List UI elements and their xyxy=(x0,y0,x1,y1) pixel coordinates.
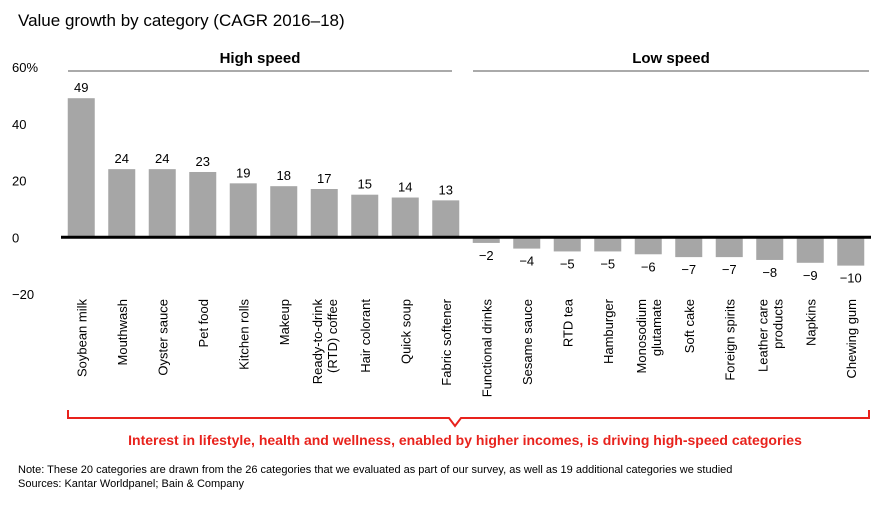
data-label: −2 xyxy=(479,248,494,263)
data-label: −9 xyxy=(803,268,818,283)
bar xyxy=(634,237,662,255)
x-tick-label: Quick soup xyxy=(398,299,413,364)
bar xyxy=(715,237,743,258)
x-tick-label: Leather careproducts xyxy=(755,299,785,372)
bar xyxy=(756,237,784,260)
bar xyxy=(189,171,217,238)
x-tick-label: RTD tea xyxy=(560,298,575,347)
x-tick-label: Monosodiumglutamate xyxy=(634,299,664,373)
data-label: −6 xyxy=(641,259,656,274)
bar xyxy=(108,169,136,238)
data-label: 49 xyxy=(74,80,88,95)
x-tick-label: Sesame sauce xyxy=(520,299,535,385)
sources: Sources: Kantar Worldpanel; Bain & Compa… xyxy=(18,478,245,490)
data-label: 13 xyxy=(439,182,453,197)
data-label: 17 xyxy=(317,171,331,186)
x-tick-label: Soft cake xyxy=(682,299,697,353)
chart-title: Value growth by category (CAGR 2016–18) xyxy=(18,11,345,30)
data-label: −7 xyxy=(722,262,737,277)
bar xyxy=(513,237,541,249)
data-label: −5 xyxy=(560,256,575,271)
x-tick-label: Makeup xyxy=(277,299,292,345)
y-tick-label: 40 xyxy=(12,117,26,132)
x-tick-label: Hair colorant xyxy=(358,299,373,373)
annotation: Interest in lifestyle, health and wellne… xyxy=(128,432,802,448)
bar xyxy=(229,183,257,238)
x-tick-label: Functional drinks xyxy=(479,299,494,398)
data-label: 24 xyxy=(115,151,129,166)
x-tick-label: Napkins xyxy=(803,299,818,346)
data-label: −8 xyxy=(762,265,777,280)
bar xyxy=(391,197,419,238)
bracket xyxy=(67,410,870,428)
x-tick-label: Foreign spirits xyxy=(722,299,737,381)
data-label: −4 xyxy=(519,254,534,269)
data-label: −10 xyxy=(840,271,862,286)
x-tick-label: Ready-to-drink(RTD) coffee xyxy=(310,299,340,385)
data-label: 24 xyxy=(155,151,169,166)
data-label: −5 xyxy=(600,256,615,271)
x-tick-label: Kitchen rolls xyxy=(236,299,251,370)
data-label: 23 xyxy=(196,154,210,169)
bar xyxy=(270,186,298,238)
bar xyxy=(148,169,176,238)
bar xyxy=(310,189,338,238)
x-tick-label: Pet food xyxy=(196,299,211,347)
bar xyxy=(472,237,500,243)
y-tick-label: 60% xyxy=(12,60,38,75)
bar xyxy=(553,237,581,252)
x-tick-label: Mouthwash xyxy=(115,299,130,365)
x-tick-label: Chewing gum xyxy=(844,299,859,379)
data-label: 18 xyxy=(277,168,291,183)
x-tick-label: Fabric softener xyxy=(439,298,454,385)
x-tick-label: Soybean milk xyxy=(74,299,89,378)
group-label: Low speed xyxy=(632,50,710,67)
data-label: −7 xyxy=(681,262,696,277)
bar xyxy=(675,237,703,258)
bar xyxy=(351,194,379,238)
data-label: 15 xyxy=(358,177,372,192)
bar xyxy=(67,98,95,238)
data-label: 14 xyxy=(398,180,412,195)
group-label: High speed xyxy=(220,50,301,67)
note: Note: These 20 categories are drawn from… xyxy=(18,464,732,476)
y-tick-label: 20 xyxy=(12,174,26,189)
bar xyxy=(594,237,622,252)
bar xyxy=(432,200,460,238)
x-tick-label: Hamburger xyxy=(601,298,616,364)
y-tick-label: −20 xyxy=(12,287,34,302)
x-tick-label: Oyster sauce xyxy=(155,299,170,376)
bar xyxy=(837,237,865,266)
bar xyxy=(796,237,824,263)
data-label: 19 xyxy=(236,165,250,180)
y-tick-label: 0 xyxy=(12,230,19,245)
